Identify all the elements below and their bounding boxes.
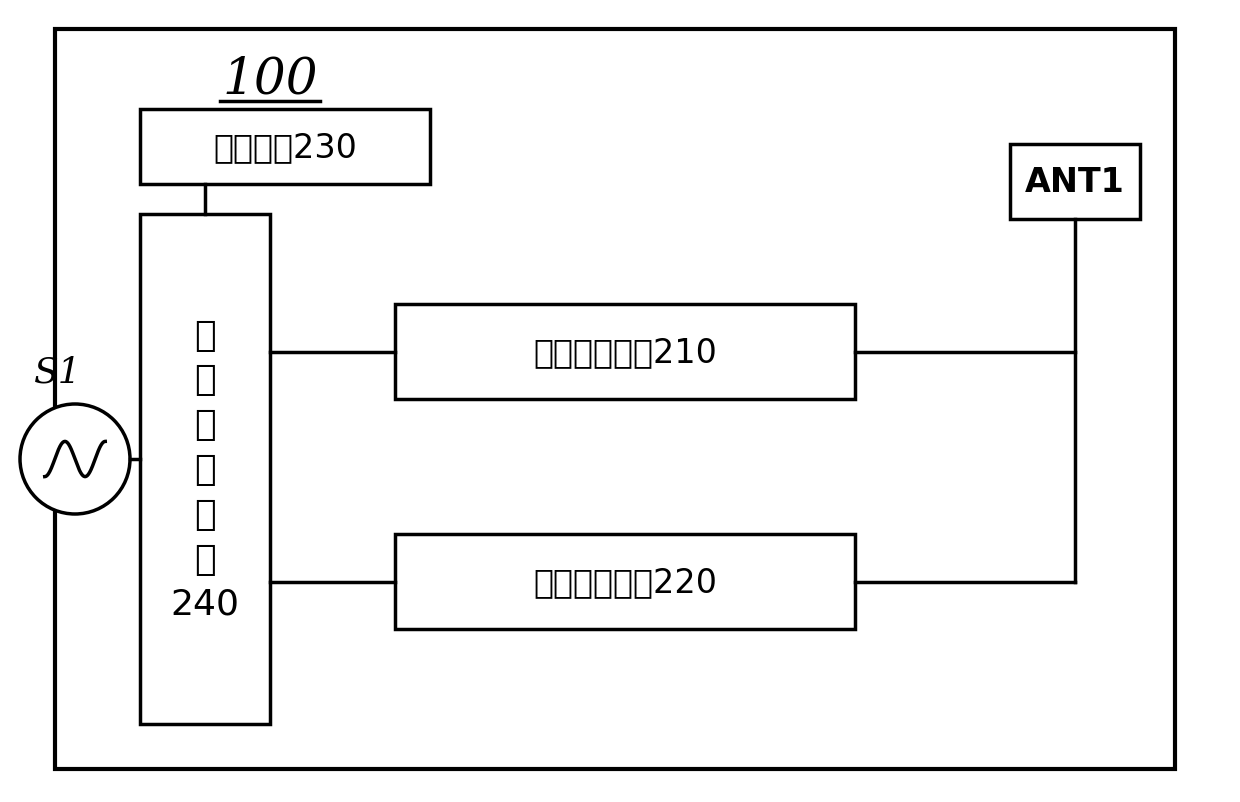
Bar bbox=[396, 305, 856, 399]
Bar bbox=[1011, 145, 1140, 220]
Text: S1: S1 bbox=[35, 355, 82, 390]
Text: 第一耦接单元210: 第一耦接单元210 bbox=[533, 335, 717, 369]
Text: ANT1: ANT1 bbox=[1025, 166, 1125, 199]
Bar bbox=[396, 534, 856, 630]
Text: 第
一
切
换
单
元
240: 第 一 切 换 单 元 240 bbox=[171, 318, 239, 621]
Bar bbox=[140, 110, 430, 184]
Circle shape bbox=[20, 404, 130, 514]
Text: 第二耦接单元220: 第二耦接单元220 bbox=[533, 565, 717, 598]
Text: 100: 100 bbox=[222, 55, 317, 104]
Bar bbox=[140, 215, 270, 724]
Text: 确定单元230: 确定单元230 bbox=[213, 131, 357, 164]
